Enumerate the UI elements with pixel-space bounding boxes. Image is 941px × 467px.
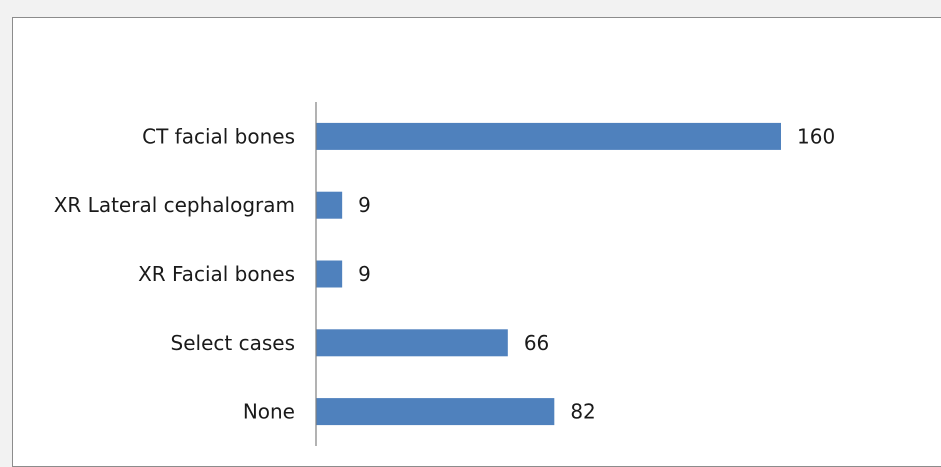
bar-4 (316, 398, 555, 426)
category-label-2: XR Facial bones (138, 262, 295, 286)
bar-0 (316, 122, 781, 150)
bar-2 (316, 260, 343, 288)
category-label-3: Select cases (171, 331, 295, 355)
bars-layer (316, 122, 781, 426)
category-label-0: CT facial bones (142, 124, 295, 148)
value-label-0: 160 (797, 124, 835, 148)
chart-frame (12, 17, 941, 467)
bar-1 (316, 191, 343, 219)
bar-3 (316, 329, 508, 357)
value-label-2: 9 (358, 262, 371, 286)
labels-layer: CT facial bones 160 XR Lateral cephalogram… (54, 124, 835, 423)
category-label-4: None (243, 400, 295, 424)
category-label-1: XR Lateral cephalogram (54, 193, 295, 217)
value-label-1: 9 (358, 193, 371, 217)
value-label-3: 66 (524, 331, 549, 355)
value-label-4: 82 (570, 400, 595, 424)
